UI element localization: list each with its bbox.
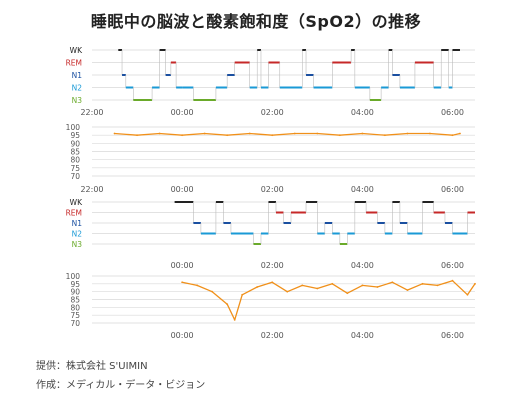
spo2-data-point bbox=[256, 286, 259, 288]
y-tick-label: 85 bbox=[70, 148, 80, 157]
x-tick-label: 04:00 bbox=[351, 261, 374, 270]
y-tick-label: 90 bbox=[70, 139, 80, 148]
spo2-data-point bbox=[376, 286, 379, 288]
x-tick-label: 04:00 bbox=[351, 108, 374, 117]
y-tick-label: 100 bbox=[66, 123, 81, 132]
x-tick-label: 00:00 bbox=[171, 185, 194, 194]
spo2-data-point bbox=[271, 134, 274, 137]
spo2-data-point bbox=[316, 287, 319, 290]
spo2-data-point bbox=[451, 279, 454, 282]
spo2-data-point bbox=[474, 282, 476, 285]
spo2-data-point bbox=[181, 281, 184, 284]
y-tick-label: 80 bbox=[70, 303, 80, 312]
x-tick-label: 04:00 bbox=[351, 331, 374, 340]
stage-label: WK bbox=[70, 198, 83, 207]
stage-label: N2 bbox=[72, 84, 83, 93]
spo2-data-point bbox=[361, 284, 364, 287]
y-tick-label: 95 bbox=[70, 280, 80, 289]
page-title: 睡眠中の脳波と酸素飽和度（SpO2）の推移 bbox=[90, 12, 422, 31]
spo2-data-point bbox=[338, 134, 341, 137]
spo2-data-point bbox=[271, 281, 274, 284]
spo2-data-point bbox=[226, 134, 229, 137]
hypnogram-1-panel: WK REM N1 N2 N3 22:00 00:00 02:00 04:00 06:00 bbox=[66, 46, 475, 117]
y-tick-label: 70 bbox=[70, 172, 80, 181]
spo2-data-point bbox=[331, 282, 334, 285]
x-tick-label: 02:00 bbox=[261, 108, 284, 117]
spo2-data-point bbox=[293, 132, 296, 135]
spo2-data-point bbox=[436, 284, 439, 287]
y-tick-label: 80 bbox=[70, 156, 80, 165]
y-tick-label: 100 bbox=[66, 272, 81, 281]
x-tick-label: 00:00 bbox=[171, 331, 194, 340]
spo2-data-point bbox=[196, 284, 199, 287]
spo2-data-point bbox=[226, 303, 229, 306]
x-tick-label: 02:00 bbox=[261, 185, 284, 194]
spo2-data-point bbox=[203, 132, 206, 135]
x-tick-label: 02:00 bbox=[261, 261, 284, 270]
x-tick-label: 22:00 bbox=[80, 185, 103, 194]
spo2-data-point bbox=[233, 318, 236, 321]
spo2-data-point bbox=[421, 282, 424, 285]
spo2-data-point bbox=[429, 132, 431, 135]
stage-label: N1 bbox=[72, 71, 83, 80]
spo2-data-point bbox=[346, 292, 349, 295]
spo2-data-point bbox=[316, 132, 319, 135]
spo2-data-point bbox=[406, 132, 409, 135]
stage-label: N2 bbox=[72, 230, 83, 239]
spo2-data-point bbox=[241, 293, 244, 296]
credit-author: 作成：メディカル・データ・ビジョン bbox=[36, 380, 206, 391]
y-tick-label: 70 bbox=[70, 319, 80, 328]
stage-label: N1 bbox=[72, 219, 83, 228]
x-tick-label: 22:00 bbox=[80, 108, 103, 117]
spo2-data-point bbox=[301, 284, 304, 287]
spo2-data-point bbox=[466, 293, 469, 296]
spo2-data-point bbox=[406, 289, 409, 291]
x-tick-label: 06:00 bbox=[441, 331, 464, 340]
spo2-data-point bbox=[383, 134, 386, 137]
credit-provider: 提供：株式会社 S'UIMIN bbox=[36, 361, 148, 372]
spo2-series-line bbox=[181, 280, 476, 321]
x-tick-label: 02:00 bbox=[261, 331, 284, 340]
spo2-data-point bbox=[451, 134, 454, 137]
y-tick-label: 75 bbox=[70, 164, 80, 173]
x-tick-label: 00:00 bbox=[171, 108, 194, 117]
spo2-data-point bbox=[286, 290, 289, 293]
stage-label: WK bbox=[70, 46, 83, 55]
spo2-data-point bbox=[136, 134, 138, 137]
stage-label: REM bbox=[66, 209, 82, 218]
spo2-data-point bbox=[181, 134, 184, 137]
spo2-data-point bbox=[459, 132, 461, 135]
spo2-data-point bbox=[391, 281, 394, 284]
stage-label: N3 bbox=[72, 96, 83, 105]
y-tick-label: 85 bbox=[70, 296, 80, 305]
y-tick-label: 90 bbox=[70, 288, 80, 297]
x-tick-label: 06:00 bbox=[441, 261, 464, 270]
stage-label: REM bbox=[66, 59, 82, 68]
x-tick-label: 06:00 bbox=[441, 108, 464, 117]
spo2-data-point bbox=[211, 290, 214, 293]
spo2-data-point bbox=[361, 132, 364, 135]
x-tick-label: 00:00 bbox=[171, 261, 194, 270]
stage-label: N3 bbox=[72, 240, 83, 249]
x-tick-label: 06:00 bbox=[441, 185, 464, 194]
spo2-data-point bbox=[158, 132, 161, 135]
y-tick-label: 75 bbox=[70, 311, 80, 320]
y-tick-label: 95 bbox=[70, 131, 80, 140]
x-tick-label: 04:00 bbox=[351, 185, 374, 194]
spo2-data-point bbox=[248, 132, 251, 135]
spo2-data-point bbox=[113, 132, 116, 135]
